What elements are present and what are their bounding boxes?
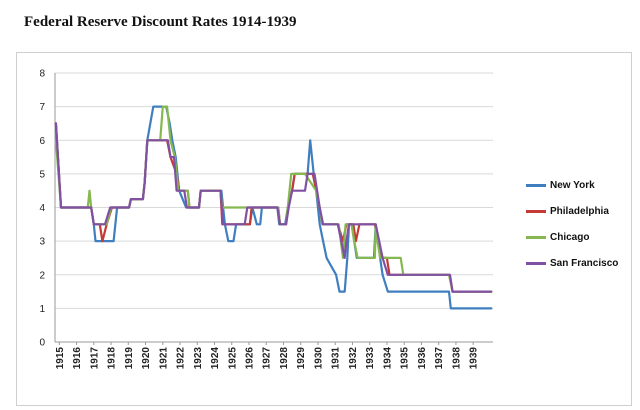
x-tick-label: 1929 — [296, 347, 307, 370]
series-lines — [54, 105, 493, 310]
series-line-san-francisco — [54, 122, 493, 293]
chart-area: 0 1 2 3 4 5 6 7 8 1915 1916 1917 1918 1919 1920 1921 192… — [16, 52, 632, 406]
x-tick-label: 1919 — [124, 347, 135, 370]
x-tick-label: 1917 — [89, 347, 100, 370]
legend-label: New York — [550, 180, 595, 191]
x-tick-label: 1935 — [400, 347, 411, 370]
x-tick-label: 1921 — [158, 347, 169, 370]
legend-item: San Francisco — [526, 255, 618, 272]
x-tick-label: 1939 — [469, 347, 480, 370]
legend-swatch — [526, 236, 546, 239]
legend-item: Philadelphia — [526, 203, 618, 220]
legend-label: San Francisco — [550, 258, 619, 269]
x-tick-label: 1920 — [141, 347, 152, 370]
x-tick-label: 1936 — [417, 347, 428, 370]
x-tick-label: 1928 — [279, 347, 290, 370]
x-tick-label: 1924 — [210, 347, 221, 370]
page-title: Federal Reserve Discount Rates 1914-1939 — [24, 14, 297, 30]
legend-swatch — [526, 184, 546, 187]
y-tick-label: 7 — [39, 102, 45, 113]
y-tick-label: 1 — [39, 304, 45, 315]
x-tick-label: 1932 — [348, 347, 359, 370]
x-tick-label: 1926 — [244, 347, 255, 370]
x-tick-label: 1925 — [227, 347, 238, 370]
axes — [54, 73, 493, 345]
gridlines — [55, 72, 493, 309]
y-tick-label: 2 — [39, 270, 45, 281]
x-tick-label: 1923 — [193, 347, 204, 370]
x-tick-label: 1937 — [434, 347, 445, 370]
x-tick-label: 1934 — [382, 347, 393, 370]
legend-label: Philadelphia — [550, 206, 609, 217]
x-tick-label: 1933 — [365, 347, 376, 370]
legend: New York Philadelphia Chicago San Francisco — [526, 177, 618, 281]
y-tick-label: 3 — [39, 237, 45, 248]
line-chart: 0 1 2 3 4 5 6 7 8 1915 1916 1917 1918 1919 1920 1921 192… — [39, 69, 493, 370]
legend-swatch — [526, 262, 546, 265]
series-line-chicago — [54, 105, 493, 293]
legend-item: New York — [526, 177, 618, 194]
y-tick-label: 6 — [39, 136, 45, 147]
legend-swatch — [526, 210, 546, 213]
legend-label: Chicago — [550, 232, 590, 243]
tick-labels: 0 1 2 3 4 5 6 7 8 1915 1916 1917 1918 1919 1920 1921 192… — [39, 69, 479, 370]
x-tick-label: 1922 — [176, 347, 187, 370]
x-tick-label: 1918 — [107, 347, 118, 370]
y-tick-label: 0 — [39, 338, 45, 349]
y-tick-label: 8 — [39, 69, 45, 80]
x-tick-label: 1930 — [313, 347, 324, 370]
legend-item: Chicago — [526, 229, 618, 246]
x-tick-label: 1916 — [72, 347, 83, 370]
x-tick-label: 1927 — [262, 347, 273, 370]
x-tick-label: 1915 — [55, 347, 66, 370]
y-tick-label: 4 — [39, 203, 45, 214]
x-tick-label: 1931 — [331, 347, 342, 370]
x-tick-label: 1938 — [451, 347, 462, 370]
y-tick-label: 5 — [39, 169, 45, 180]
